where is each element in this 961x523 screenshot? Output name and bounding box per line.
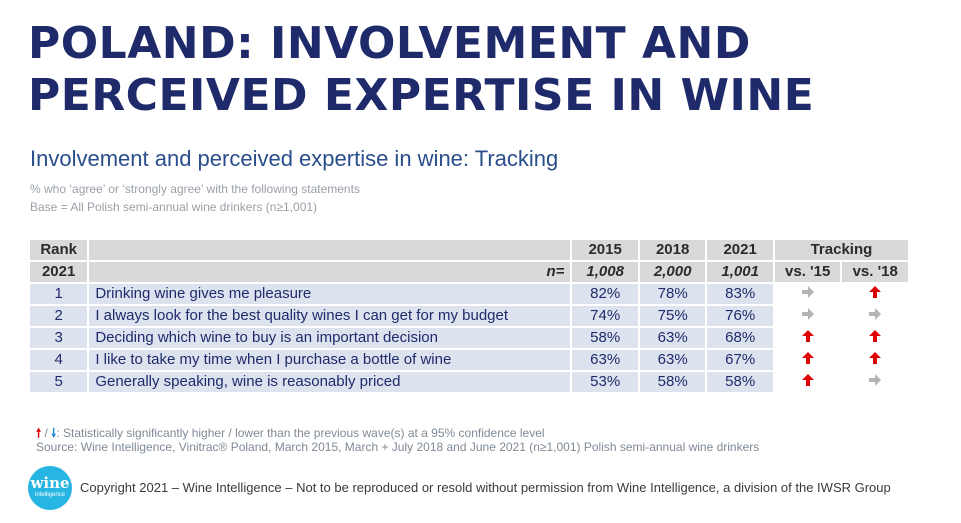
n-value-2021: 1,001 [707, 262, 773, 282]
logo-text-wine: wine [30, 474, 70, 492]
n-value-2015: 1,008 [572, 262, 638, 282]
legend-separator: / [41, 426, 52, 440]
page-title: POLAND: INVOLVEMENT AND PERCEIVED EXPERT… [28, 18, 928, 122]
vs15-header: vs. '15 [774, 262, 841, 282]
red-up-arrow-icon [801, 350, 814, 370]
value-2021-cell: 76% [707, 306, 773, 327]
page-title-line2: PERCEIVED EXPERTISE IN WINE [28, 70, 815, 121]
rank-cell: 5 [30, 372, 88, 393]
rank-cell: 3 [30, 328, 88, 349]
tracking-vs18-cell [842, 350, 908, 371]
value-2018-cell: 63% [639, 350, 706, 371]
section-subtitle: Involvement and perceived expertise in w… [30, 146, 559, 171]
value-2021-cell: 68% [707, 328, 773, 349]
tracking-vs18-cell [842, 284, 908, 305]
tracking-vs18-cell [842, 372, 908, 393]
red-up-arrow-icon [869, 328, 882, 348]
value-2021-cell: 83% [707, 284, 773, 305]
grey-right-arrow-icon [869, 306, 882, 326]
vs18-header: vs. '18 [842, 262, 908, 282]
year-header-2018: 2018 [639, 240, 706, 260]
rank-cell: 4 [30, 350, 88, 371]
statement-cell: Generally speaking, wine is reasonably p… [89, 372, 571, 393]
red-up-arrow-icon [869, 284, 882, 304]
tracking-vs18-cell [842, 328, 908, 349]
legend-text: : Statistically significantly higher / l… [56, 426, 545, 440]
copyright-text: Copyright 2021 – Wine Intelligence – Not… [80, 480, 891, 495]
value-2021-cell: 67% [707, 350, 773, 371]
rank-cell: 1 [30, 284, 88, 305]
value-2018-cell: 78% [639, 284, 706, 305]
value-2018-cell: 63% [639, 328, 706, 349]
grey-right-arrow-icon [801, 306, 814, 326]
value-2015-cell: 53% [572, 372, 638, 393]
source-note: Source: Wine Intelligence, Vinitrac® Pol… [36, 440, 760, 454]
table-body: 1 Drinking wine gives me pleasure 82% 78% 83… [30, 284, 908, 393]
rank-year-header: 2021 [30, 262, 88, 282]
tracking-vs15-cell [774, 350, 841, 371]
value-2015-cell: 74% [572, 306, 638, 327]
tracking-header: Tracking [774, 240, 908, 260]
value-2018-cell: 75% [639, 306, 706, 327]
question-note: % who ‘agree’ or ‘strongly agree’ with t… [30, 182, 360, 196]
statement-cell: Drinking wine gives me pleasure [89, 284, 571, 305]
tracking-vs15-cell [774, 328, 841, 349]
grey-right-arrow-icon [869, 372, 882, 392]
statement-cell: I always look for the best quality wines… [89, 306, 571, 327]
table-row: 1 Drinking wine gives me pleasure 82% 78% 83… [30, 284, 908, 305]
statement-header [89, 240, 571, 260]
tracking-vs15-cell [774, 284, 841, 305]
tracking-vs18-cell [842, 306, 908, 327]
n-value-2018: 2,000 [639, 262, 706, 282]
value-2015-cell: 58% [572, 328, 638, 349]
red-up-arrow-icon [801, 328, 814, 348]
value-2021-cell: 58% [707, 372, 773, 393]
year-header-2015: 2015 [572, 240, 638, 260]
rank-cell: 2 [30, 306, 88, 327]
wine-intelligence-logo: wine intelligence [28, 466, 72, 510]
page-title-line1: POLAND: INVOLVEMENT AND [28, 18, 751, 69]
value-2015-cell: 63% [572, 350, 638, 371]
table-header-row-1: Rank 2015 2018 2021 Tracking [30, 240, 908, 260]
value-2015-cell: 82% [572, 284, 638, 305]
blue-down-arrow-icon: 🠗 [51, 426, 57, 440]
tracking-vs15-cell [774, 372, 841, 393]
table-header-row-2: 2021 n= 1,008 2,000 1,001 vs. '15 vs. '1… [30, 262, 908, 282]
tracking-table: Rank 2015 2018 2021 Tracking 2021 n= 1,0… [28, 238, 910, 394]
base-note: Base = All Polish semi-annual wine drink… [30, 200, 318, 214]
grey-right-arrow-icon [801, 284, 814, 304]
logo-text-intelligence: intelligence [34, 492, 66, 498]
significance-legend: 🠕 / 🠗: Statistically significantly highe… [36, 424, 545, 445]
statement-cell: Deciding which wine to buy is an importa… [89, 328, 571, 349]
statement-cell: I like to take my time when I purchase a… [89, 350, 571, 371]
table-row: 5 Generally speaking, wine is reasonably … [30, 372, 908, 393]
tracking-vs15-cell [774, 306, 841, 327]
red-up-arrow-icon [869, 350, 882, 370]
value-2018-cell: 58% [639, 372, 706, 393]
rank-header: Rank [30, 240, 88, 260]
year-header-2021: 2021 [707, 240, 773, 260]
n-label: n= [89, 262, 571, 282]
table-row: 3 Deciding which wine to buy is an import… [30, 328, 908, 349]
red-up-arrow-icon [801, 372, 814, 392]
red-up-arrow-icon: 🠕 [36, 426, 42, 440]
